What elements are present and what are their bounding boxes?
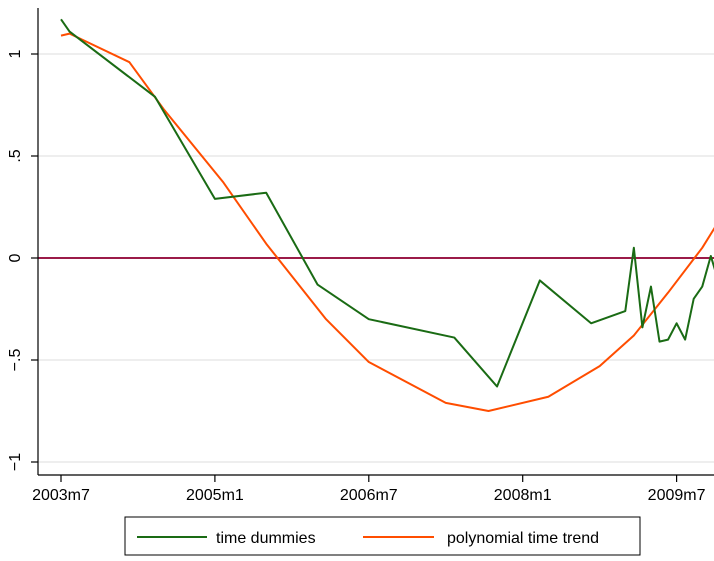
series-lines (60, 18, 714, 412)
x-tick-label: 2005m1 (186, 487, 244, 504)
series-line-polynomial-time-trend (60, 32, 714, 412)
x-tick-label: 2009m7 (648, 487, 706, 504)
y-tick-label: 1 (7, 49, 24, 58)
x-axis-ticks: 2003m7 2005m1 2006m7 2008m1 2009m7 (32, 475, 706, 504)
legend-label: polynomial time trend (447, 530, 599, 547)
axes (37, 8, 714, 476)
x-tick-label: 2003m7 (32, 487, 90, 504)
legend: time dummies polynomial time trend (124, 516, 641, 556)
y-axis-ticks: 1 .5 0 −.5 −1 (7, 49, 38, 471)
y-tick-label: .5 (7, 149, 24, 162)
x-tick-label: 2008m1 (494, 487, 552, 504)
legend-label: time dummies (216, 530, 316, 547)
y-tick-label: 0 (7, 253, 24, 262)
y-tick-label: −.5 (7, 349, 24, 372)
series-line-time-dummies (60, 18, 714, 388)
x-tick-label: 2006m7 (340, 487, 398, 504)
y-tick-label: −1 (7, 453, 24, 471)
